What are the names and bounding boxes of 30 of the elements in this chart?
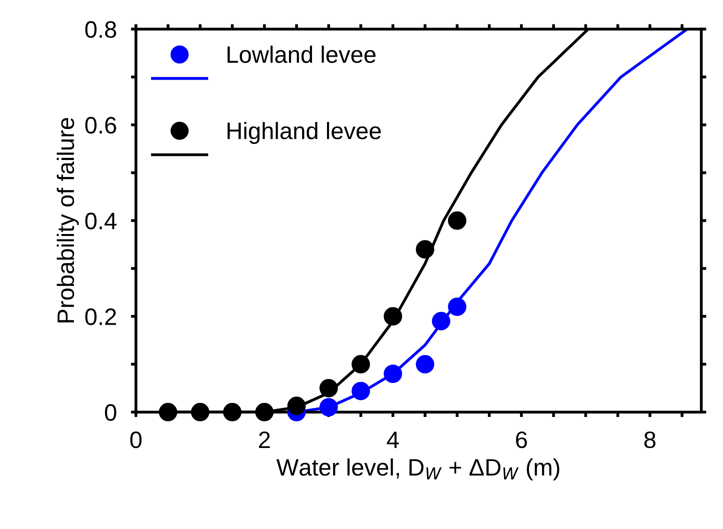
y-axis-title: Probability of failure xyxy=(56,118,79,322)
point xyxy=(319,378,338,398)
point xyxy=(352,382,370,400)
x-tick-label: 0 xyxy=(130,431,142,448)
point xyxy=(448,298,466,316)
x-tick-label: 6 xyxy=(516,431,527,448)
y-tick-label: 0.8 xyxy=(85,21,116,38)
point xyxy=(319,398,338,417)
point xyxy=(287,396,306,416)
x-tick-label: 4 xyxy=(386,432,399,448)
point xyxy=(416,355,434,374)
point xyxy=(432,312,450,330)
point xyxy=(190,402,210,422)
x-tick-label: 2 xyxy=(259,431,270,448)
y-tick-label: 0.4 xyxy=(85,212,116,230)
x-tick-label: 8 xyxy=(644,431,656,448)
point xyxy=(384,307,402,326)
y-tick-label: 0.6 xyxy=(85,116,116,134)
point xyxy=(158,402,178,422)
legend-label: Lowland levee xyxy=(228,46,376,63)
x-axis-title: Water level, D$_{W}$ + ΔD$_{W}$ (m) xyxy=(276,458,560,480)
point xyxy=(416,240,434,259)
y-tick-label: 0.2 xyxy=(85,308,116,326)
point xyxy=(384,364,402,383)
point xyxy=(352,355,370,374)
point xyxy=(223,402,242,422)
point xyxy=(255,402,274,422)
point xyxy=(448,211,466,230)
y-tick-label: 0 xyxy=(104,404,116,421)
legend-label: Highland levee xyxy=(228,122,381,144)
